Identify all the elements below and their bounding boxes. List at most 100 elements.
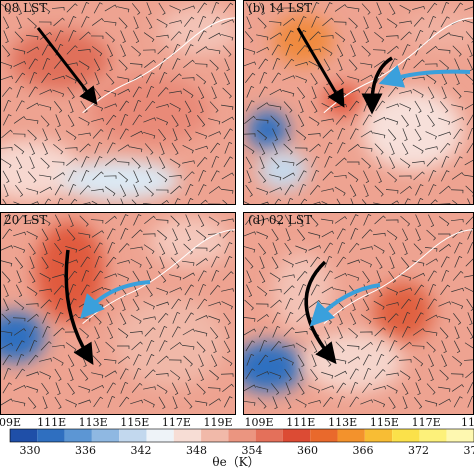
wind-barb xyxy=(172,242,178,256)
wind-barb xyxy=(78,232,91,239)
wind-barb xyxy=(400,341,412,351)
wind-barb xyxy=(399,20,412,25)
wind-barb xyxy=(156,301,169,307)
wind-barb xyxy=(195,258,208,266)
wind-barb xyxy=(65,245,78,253)
wind-barb xyxy=(79,31,91,41)
wind-barb xyxy=(376,156,382,170)
wind-barb xyxy=(93,396,104,408)
wind-barb xyxy=(39,174,52,180)
wind-barb xyxy=(2,228,13,240)
wind-barb xyxy=(196,341,206,353)
wind-barb xyxy=(120,113,129,126)
wind-barb xyxy=(39,371,51,380)
wind-barb xyxy=(453,313,462,325)
wind-barb xyxy=(52,89,65,98)
x-tick-label: 119E xyxy=(203,416,232,429)
wind-barb xyxy=(170,185,182,195)
wind-barb xyxy=(42,142,48,156)
wind-barb xyxy=(402,128,408,142)
wind-barb xyxy=(221,19,235,25)
wind-barb xyxy=(172,44,181,56)
colorbar-swatch xyxy=(10,429,38,442)
wind-barb xyxy=(428,214,435,228)
wind-barb xyxy=(144,215,156,225)
wind-barb xyxy=(221,288,234,292)
wind-barb xyxy=(425,74,437,85)
wind-barb xyxy=(348,17,358,29)
wind-barb xyxy=(269,88,283,96)
wind-barb xyxy=(467,58,474,72)
wind-barb xyxy=(195,46,208,54)
flow-arrow xyxy=(36,27,98,106)
wind-barb xyxy=(310,72,318,85)
wind-barb xyxy=(465,185,474,197)
theta-e-shading xyxy=(243,342,303,392)
wind-barb xyxy=(413,59,425,69)
wind-barb xyxy=(54,184,64,196)
wind-barb xyxy=(104,89,117,97)
wind-barb xyxy=(311,354,317,368)
wind-barb xyxy=(451,287,464,293)
wind-barb xyxy=(361,45,371,57)
wind-barb xyxy=(243,144,255,155)
wind-barb xyxy=(130,399,143,405)
wind-barb xyxy=(3,184,9,198)
wind-barb xyxy=(55,312,64,324)
wind-barb xyxy=(415,184,424,196)
map-panel xyxy=(243,0,474,205)
wind-barb xyxy=(244,299,254,311)
wind-barb xyxy=(337,128,346,140)
wind-barb xyxy=(386,117,399,125)
wind-barb xyxy=(3,213,12,226)
wind-barb xyxy=(299,198,308,205)
map-panel xyxy=(0,0,236,205)
wind-barb xyxy=(259,256,265,270)
wind-barb xyxy=(211,86,217,100)
wind-barb xyxy=(363,184,369,198)
wind-barb xyxy=(185,382,191,396)
wind-barb xyxy=(441,269,450,282)
wind-barb xyxy=(333,21,347,26)
wind-barb xyxy=(373,132,386,139)
wind-barb xyxy=(130,146,143,153)
colorbar-swatch xyxy=(255,429,283,442)
wind-barb xyxy=(156,103,169,108)
wind-barb xyxy=(282,344,295,348)
wind-barb xyxy=(0,398,13,406)
wind-barb xyxy=(78,244,92,252)
colorbar-swatch xyxy=(173,429,202,442)
wind-barb xyxy=(182,160,195,164)
wind-barb xyxy=(118,17,128,29)
wind-barb xyxy=(386,287,398,296)
wind-barb xyxy=(68,16,77,28)
wind-barb xyxy=(78,60,90,70)
wind-barb xyxy=(131,229,143,239)
wind-barb xyxy=(388,2,396,16)
wind-barb xyxy=(348,242,360,253)
wind-barb xyxy=(210,170,220,182)
wind-barb xyxy=(245,72,256,83)
wind-barb xyxy=(467,228,474,240)
wind-barb xyxy=(284,368,292,381)
wind-barb xyxy=(270,299,282,309)
wind-barb xyxy=(117,260,130,264)
x-tick-label: 111E xyxy=(37,416,66,429)
wind-barb xyxy=(80,284,90,296)
wind-barb xyxy=(222,383,234,393)
wind-barb xyxy=(451,116,465,123)
wind-barb xyxy=(295,75,308,84)
wind-barb xyxy=(285,128,292,142)
theta-e-shading xyxy=(363,90,463,170)
wind-barb xyxy=(64,147,78,151)
wind-barb xyxy=(388,270,396,283)
wind-barb xyxy=(245,214,256,226)
wind-barb xyxy=(131,199,138,205)
wind-barb xyxy=(269,187,283,193)
wind-barb xyxy=(209,59,219,71)
colorbar-swatch xyxy=(310,429,338,442)
wind-barb xyxy=(426,383,436,395)
wind-barb xyxy=(211,1,220,14)
wind-barb xyxy=(464,159,474,166)
wind-barb xyxy=(132,86,142,98)
